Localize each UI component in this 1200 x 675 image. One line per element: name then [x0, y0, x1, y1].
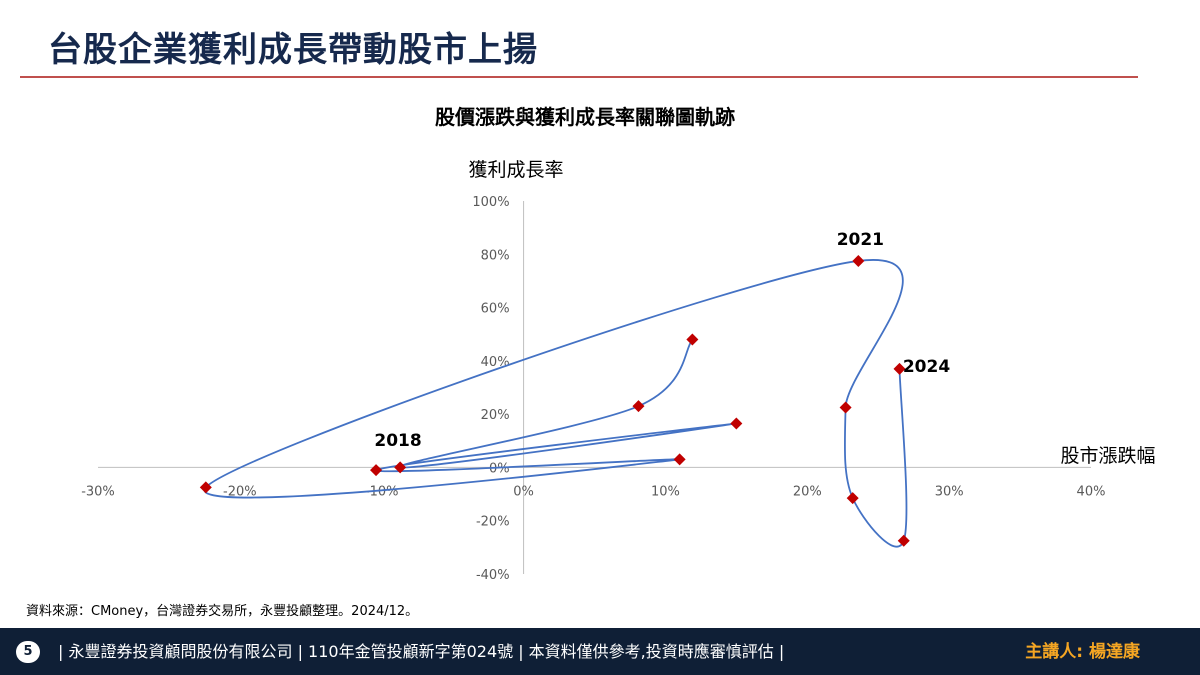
y-tick-label: -20% — [476, 515, 510, 530]
y-tick-label: 60% — [481, 302, 510, 317]
x-axis-title: 股市漲跌幅 — [1060, 445, 1155, 467]
data-point — [852, 254, 865, 267]
y-axis-title: 獲利成長率 — [468, 159, 563, 181]
data-point — [839, 401, 852, 414]
footer-bar — [0, 628, 1200, 675]
page-title: 台股企業獲利成長帶動股市上揚 — [48, 30, 538, 70]
data-point — [686, 333, 699, 346]
y-tick-label: 0% — [489, 461, 510, 476]
y-tick-labels: -40% -20% 0% 20% 40% 60% 80% 100% — [472, 195, 509, 583]
data-markers — [199, 254, 910, 547]
data-point — [893, 362, 906, 375]
y-tick-label: -40% — [476, 568, 510, 583]
title-divider — [20, 76, 1138, 78]
footer-disclaimer: | 永豐證券投資顧問股份有限公司 | 110年金管投顧新字第024號 | 本資料… — [58, 642, 785, 661]
x-tick-label: 20% — [793, 484, 822, 499]
year-label: 2018 — [374, 431, 421, 451]
page-number: 5 — [16, 641, 40, 663]
scatter-chart: 股價漲跌與獲利成長率關聯圖軌跡 獲利成長率 股市漲跌幅 -30% -20% -10%… — [81, 105, 1155, 583]
x-tick-label: -10% — [365, 484, 399, 499]
y-tick-label: 20% — [481, 408, 510, 423]
data-point — [897, 534, 910, 547]
x-tick-label: -20% — [223, 484, 257, 499]
y-tick-label: 80% — [481, 248, 510, 263]
year-label: 2021 — [837, 230, 884, 250]
x-tick-label: 0% — [513, 484, 534, 499]
y-tick-label: 100% — [472, 195, 509, 210]
y-tick-label: 40% — [481, 355, 510, 370]
x-tick-label: 40% — [1077, 484, 1106, 499]
data-point — [370, 464, 383, 477]
x-tick-label: -30% — [81, 484, 115, 499]
data-labels: 2018 2021 2024 — [374, 230, 950, 451]
x-tick-label: 10% — [651, 484, 680, 499]
year-label: 2024 — [903, 357, 950, 377]
trajectory-line — [203, 259, 908, 548]
speaker-name: 主講人: 楊達康 — [1025, 642, 1140, 662]
data-point — [730, 417, 743, 430]
data-point — [632, 400, 645, 413]
data-point — [673, 453, 686, 466]
data-point — [199, 481, 212, 494]
chart-title: 股價漲跌與獲利成長率關聯圖軌跡 — [435, 105, 735, 129]
source-note: 資料來源：CMoney，台灣證券交易所，永豐投顧整理。2024/12。 — [26, 604, 419, 619]
x-tick-label: 30% — [935, 484, 964, 499]
data-point — [846, 492, 859, 505]
data-point — [394, 461, 407, 474]
x-tick-labels: -30% -20% -10% 0% 10% 20% 30% 40% — [81, 484, 1105, 499]
